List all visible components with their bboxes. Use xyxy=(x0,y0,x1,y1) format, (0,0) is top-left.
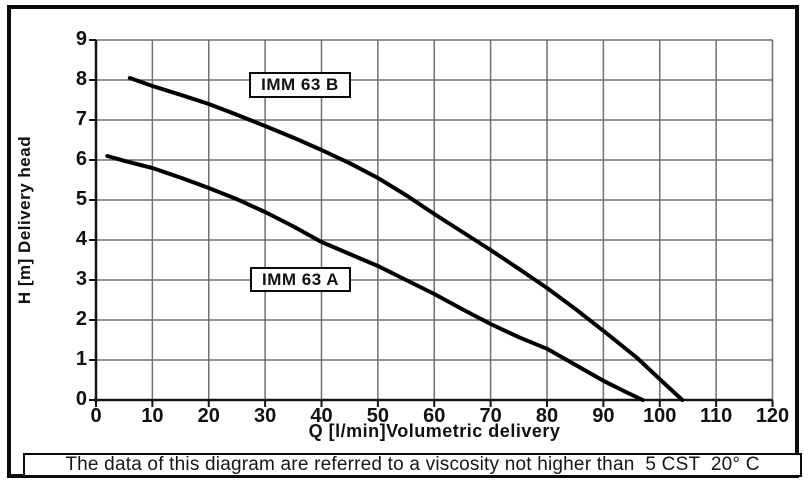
series-label-box-imm-63-b: IMM 63 B xyxy=(249,72,351,98)
x-tick-label: 110 xyxy=(699,405,733,427)
x-tick-label: 10 xyxy=(141,405,164,427)
series-label-imm-63-b: IMM 63 B xyxy=(261,75,339,94)
x-tick-label: 80 xyxy=(535,405,559,427)
x-tick-label: 60 xyxy=(423,405,446,427)
x-tick-label: 40 xyxy=(310,405,333,427)
x-tick-label: 0 xyxy=(90,405,102,427)
y-tick-label: 0 xyxy=(75,388,87,410)
y-tick-label: 5 xyxy=(75,188,87,210)
curve-imm-63-a xyxy=(105,154,645,402)
x-axis-title: Q [l/min]Volumetric delivery xyxy=(308,421,561,441)
y-tick-label: 7 xyxy=(75,108,87,130)
chart-plot xyxy=(89,39,774,407)
series-label-box-imm-63-a: IMM 63 A xyxy=(250,267,351,292)
caption-box: The data of this diagram are referred to… xyxy=(23,453,802,477)
x-tick-label: 30 xyxy=(254,405,277,427)
curve-imm-63-b xyxy=(127,76,685,402)
y-tick-label: 3 xyxy=(75,268,87,290)
y-tick-label: 4 xyxy=(75,228,87,250)
x-tick-label: 100 xyxy=(643,405,677,427)
y-tick-label: 1 xyxy=(75,348,87,370)
y-axis-title-text: H [m] Delivery head xyxy=(15,135,34,305)
outer-frame: H [m] Delivery head Q [l/min]Volumetric … xyxy=(7,5,802,478)
y-tick-label: 8 xyxy=(75,68,87,90)
y-tick-label: 9 xyxy=(75,28,87,50)
y-tick-label: 2 xyxy=(75,308,87,330)
x-tick-label: 90 xyxy=(592,405,615,427)
x-tick-label: 50 xyxy=(366,405,389,427)
x-tick-label: 120 xyxy=(755,405,790,427)
x-tick-label: 20 xyxy=(197,405,220,427)
x-tick-label: 70 xyxy=(479,405,502,427)
y-tick-label: 6 xyxy=(75,148,87,170)
caption-text: The data of this diagram are referred to… xyxy=(65,454,760,475)
series-label-imm-63-a: IMM 63 A xyxy=(261,269,340,289)
